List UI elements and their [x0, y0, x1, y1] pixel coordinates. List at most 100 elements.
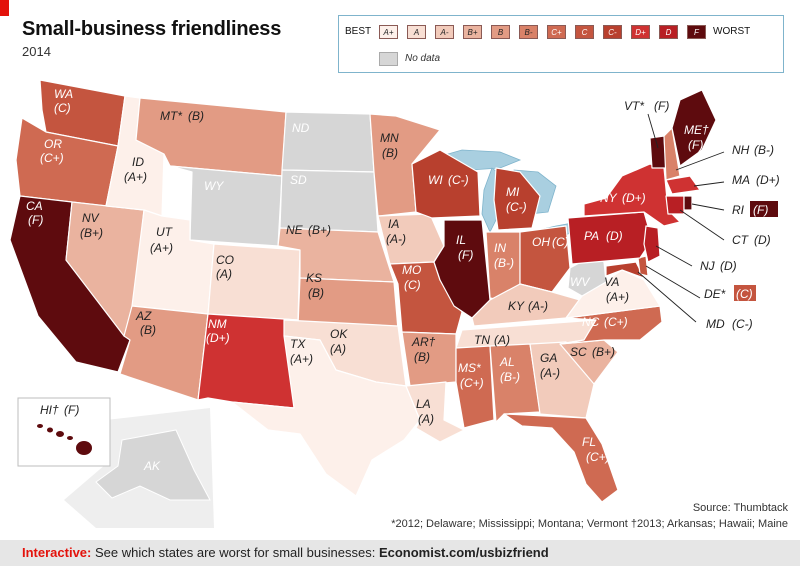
label-sc: SC: [570, 345, 587, 359]
label-la-grade: (A): [418, 412, 434, 426]
label-pa-grade: (D): [606, 229, 623, 243]
legend-swatch-f: F: [687, 25, 706, 39]
state-me: [671, 89, 717, 167]
label-az: AZ: [135, 309, 152, 323]
state-md: [605, 261, 645, 279]
label-ny-grade: (D+): [622, 191, 646, 205]
label-tn: TN: [474, 333, 490, 347]
legend-swatch-d: D: [659, 25, 678, 39]
label-nm-grade: (D+): [206, 331, 230, 345]
state-mi: [493, 167, 541, 231]
label-ms: MS*: [458, 361, 481, 375]
label-ok: OK: [330, 327, 348, 341]
callout-ri-grade: (F): [753, 203, 768, 217]
label-wv: WV: [570, 275, 590, 289]
label-nd: ND: [292, 121, 310, 135]
hawaii-inset-panel: [17, 397, 111, 467]
label-ky: KY: [508, 299, 525, 313]
label-oh-grade: (C): [552, 235, 569, 249]
source-note: Source: Thumbtack: [692, 502, 788, 514]
label-co: CO: [216, 253, 234, 267]
page-title: Small-business friendliness: [22, 18, 282, 40]
label-la: LA: [416, 397, 431, 411]
label-in: IN: [494, 241, 506, 255]
legend-swatch-b-minus: B-: [519, 25, 538, 39]
label-il: IL: [456, 233, 466, 247]
state-ct: [665, 195, 685, 215]
state-ak: [95, 429, 211, 501]
label-fl-grade: (C+): [586, 450, 610, 464]
callout-nj-grade: (D): [720, 259, 737, 273]
footer-link[interactable]: Economist.com/usbizfriend: [378, 545, 549, 560]
callout-nh: NH: [732, 143, 750, 157]
label-ks-grade: (B): [308, 286, 324, 300]
label-id: ID: [132, 155, 144, 169]
state-nc: [559, 305, 663, 345]
label-pa: PA: [584, 229, 599, 243]
state-vt: [649, 135, 667, 169]
callout-de: DE*: [704, 287, 726, 301]
state-ri: [683, 195, 693, 211]
label-mi: MI: [506, 185, 520, 199]
label-nc-grade: (C+): [604, 315, 628, 329]
label-ar: AR†: [411, 335, 436, 349]
callout-de-swatch: [734, 285, 756, 301]
callout-ri: RI: [732, 203, 745, 217]
label-me: ME†: [684, 123, 709, 137]
label-ut: UT: [156, 225, 174, 239]
label-fl: FL: [582, 435, 596, 449]
callout-hi: HI†: [40, 403, 59, 417]
label-co-grade: (A): [216, 267, 232, 281]
label-ak: AK: [143, 459, 161, 473]
state-ms: [455, 345, 495, 429]
label-mo-grade: (C): [404, 278, 421, 292]
legend-swatch-a-plus: A+: [379, 25, 398, 39]
callout-de-grade: (C): [736, 287, 753, 301]
label-al-grade: (B-): [500, 370, 520, 384]
brand-red-bar: [0, 0, 9, 16]
callout-ct-grade: (D): [754, 233, 771, 247]
label-nv-grade: (B+): [80, 226, 103, 240]
label-wy: WY: [204, 179, 224, 193]
label-mi-grade: (C-): [506, 200, 527, 214]
label-ia: IA: [388, 217, 399, 231]
label-mt-grade: (B): [188, 109, 204, 123]
legend-no-data-label: No data: [405, 53, 441, 64]
label-ne-grade: (B+): [308, 223, 331, 237]
label-mn: MN: [380, 131, 399, 145]
state-al: [489, 343, 541, 423]
label-mt: MT*: [160, 109, 182, 123]
callout-nh-grade: (B-): [754, 143, 774, 157]
label-ia-grade: (A-): [386, 232, 406, 246]
label-wi: WI: [428, 173, 443, 187]
callout-labels: VT* (F) NH (B-) MA (D+) RI (F) CT (D) NJ…: [40, 99, 780, 417]
state-ma: [665, 175, 701, 195]
legend-swatch-c-plus: C+: [547, 25, 566, 39]
label-wa: WA: [54, 87, 73, 101]
label-sd: SD: [290, 173, 307, 187]
label-wi-grade: (C-): [448, 173, 469, 187]
legend-worst-label: WORST: [713, 26, 751, 37]
label-me-grade: (F): [688, 138, 703, 152]
label-or-grade: (C+): [40, 151, 64, 165]
state-il: [433, 219, 491, 319]
footnotes: *2012; Delaware; Mississippi; Montana; V…: [391, 518, 788, 530]
callout-ma: MA: [732, 173, 750, 187]
state-nh: [663, 127, 681, 181]
label-ky-grade: (A-): [528, 299, 548, 313]
state-oh: [519, 225, 571, 293]
label-nm: NM: [208, 317, 227, 331]
label-or: OR: [44, 137, 62, 151]
label-ga: GA: [540, 351, 557, 365]
label-mo: MO: [402, 263, 421, 277]
state-labels: WA (C) OR (C+) CA (F) ID (A+) NV (B+) MT…: [26, 87, 709, 473]
callout-hi-grade: (F): [64, 403, 79, 417]
state-hi: [37, 424, 92, 455]
label-ny: NY: [600, 191, 618, 205]
label-ks: KS: [306, 271, 322, 285]
label-ga-grade: (A-): [540, 366, 560, 380]
legend-swatch-d-plus: D+: [631, 25, 650, 39]
legend-swatch-b-plus: B+: [463, 25, 482, 39]
page-subtitle: 2014: [22, 44, 51, 59]
label-az-grade: (B): [140, 323, 156, 337]
